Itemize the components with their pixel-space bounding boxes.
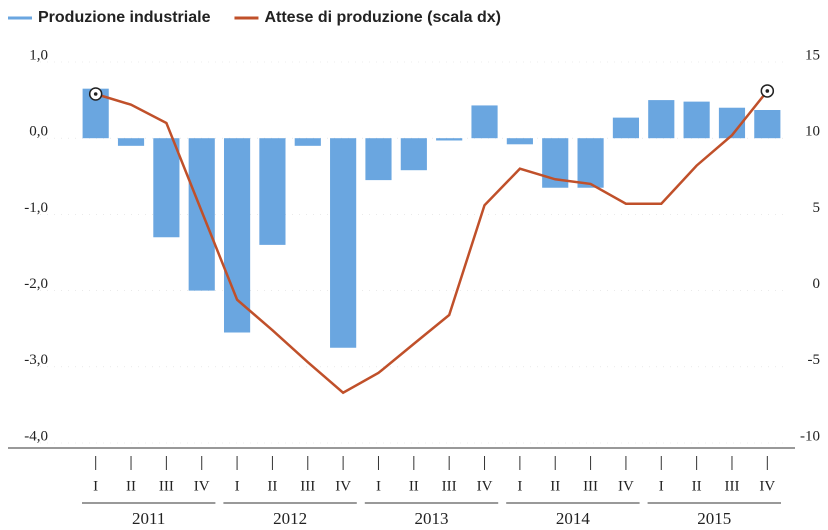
- x-tick-label: II: [267, 478, 277, 494]
- y-tick-label: 1,0: [29, 47, 48, 63]
- y-tick-label: -4,0: [24, 428, 48, 444]
- x-tick-label: III: [442, 478, 457, 494]
- y2-tick-label: -5: [808, 352, 821, 368]
- legend-label: Attese di produzione (scala dx): [264, 9, 500, 26]
- bar: [400, 138, 427, 171]
- y-tick-label: 0,0: [29, 124, 48, 140]
- bar: [506, 138, 533, 145]
- y-tick-label: -3,0: [24, 352, 48, 368]
- group-label: 2012: [273, 509, 307, 528]
- y-tick-label: -1,0: [24, 200, 48, 216]
- bar: [683, 101, 710, 139]
- x-tick-label: III: [159, 478, 174, 494]
- y2-tick-label: 15: [805, 47, 820, 63]
- bar: [436, 138, 463, 141]
- bar: [471, 105, 498, 139]
- bar: [259, 138, 286, 245]
- x-tick-label: III: [583, 478, 598, 494]
- x-tick-label: III: [724, 478, 739, 494]
- end-marker-dot: [93, 92, 98, 96]
- bar: [223, 138, 251, 333]
- y2-tick-label: -10: [800, 428, 820, 444]
- x-tick-label: I: [235, 478, 240, 494]
- x-tick-label: IV: [618, 478, 634, 494]
- group-label: 2011: [132, 509, 165, 528]
- x-tick-label: IV: [335, 478, 351, 494]
- legend-label: Produzione industriale: [38, 9, 211, 26]
- line: [95, 90, 769, 395]
- x-tick-label: I: [93, 478, 98, 494]
- bar: [577, 138, 604, 188]
- group-label: 2013: [415, 509, 449, 528]
- y-tick-label: -2,0: [24, 276, 48, 292]
- bar: [754, 110, 781, 139]
- x-tick-label: IV: [759, 478, 775, 494]
- group-label: 2015: [697, 509, 731, 528]
- bar: [365, 138, 392, 181]
- x-tick-label: I: [659, 478, 664, 494]
- y2-tick-label: 0: [813, 276, 821, 292]
- bar: [294, 138, 321, 146]
- x-tick-label: IV: [477, 478, 493, 494]
- x-tick-label: I: [517, 478, 522, 494]
- x-tick-label: I: [376, 478, 381, 494]
- x-tick-label: II: [550, 478, 560, 494]
- bar: [612, 117, 640, 139]
- x-tick-label: II: [409, 478, 419, 494]
- bar: [330, 138, 357, 348]
- bar: [153, 138, 180, 238]
- x-tick-label: IV: [194, 478, 210, 494]
- end-marker-dot: [765, 89, 770, 93]
- bar: [117, 138, 145, 146]
- group-label: 2014: [556, 509, 591, 528]
- x-tick-label: II: [126, 478, 136, 494]
- y2-tick-label: 5: [813, 200, 821, 216]
- x-tick-label: II: [692, 478, 702, 494]
- y2-tick-label: 10: [805, 124, 820, 140]
- x-tick-label: III: [300, 478, 315, 494]
- bar: [648, 100, 675, 139]
